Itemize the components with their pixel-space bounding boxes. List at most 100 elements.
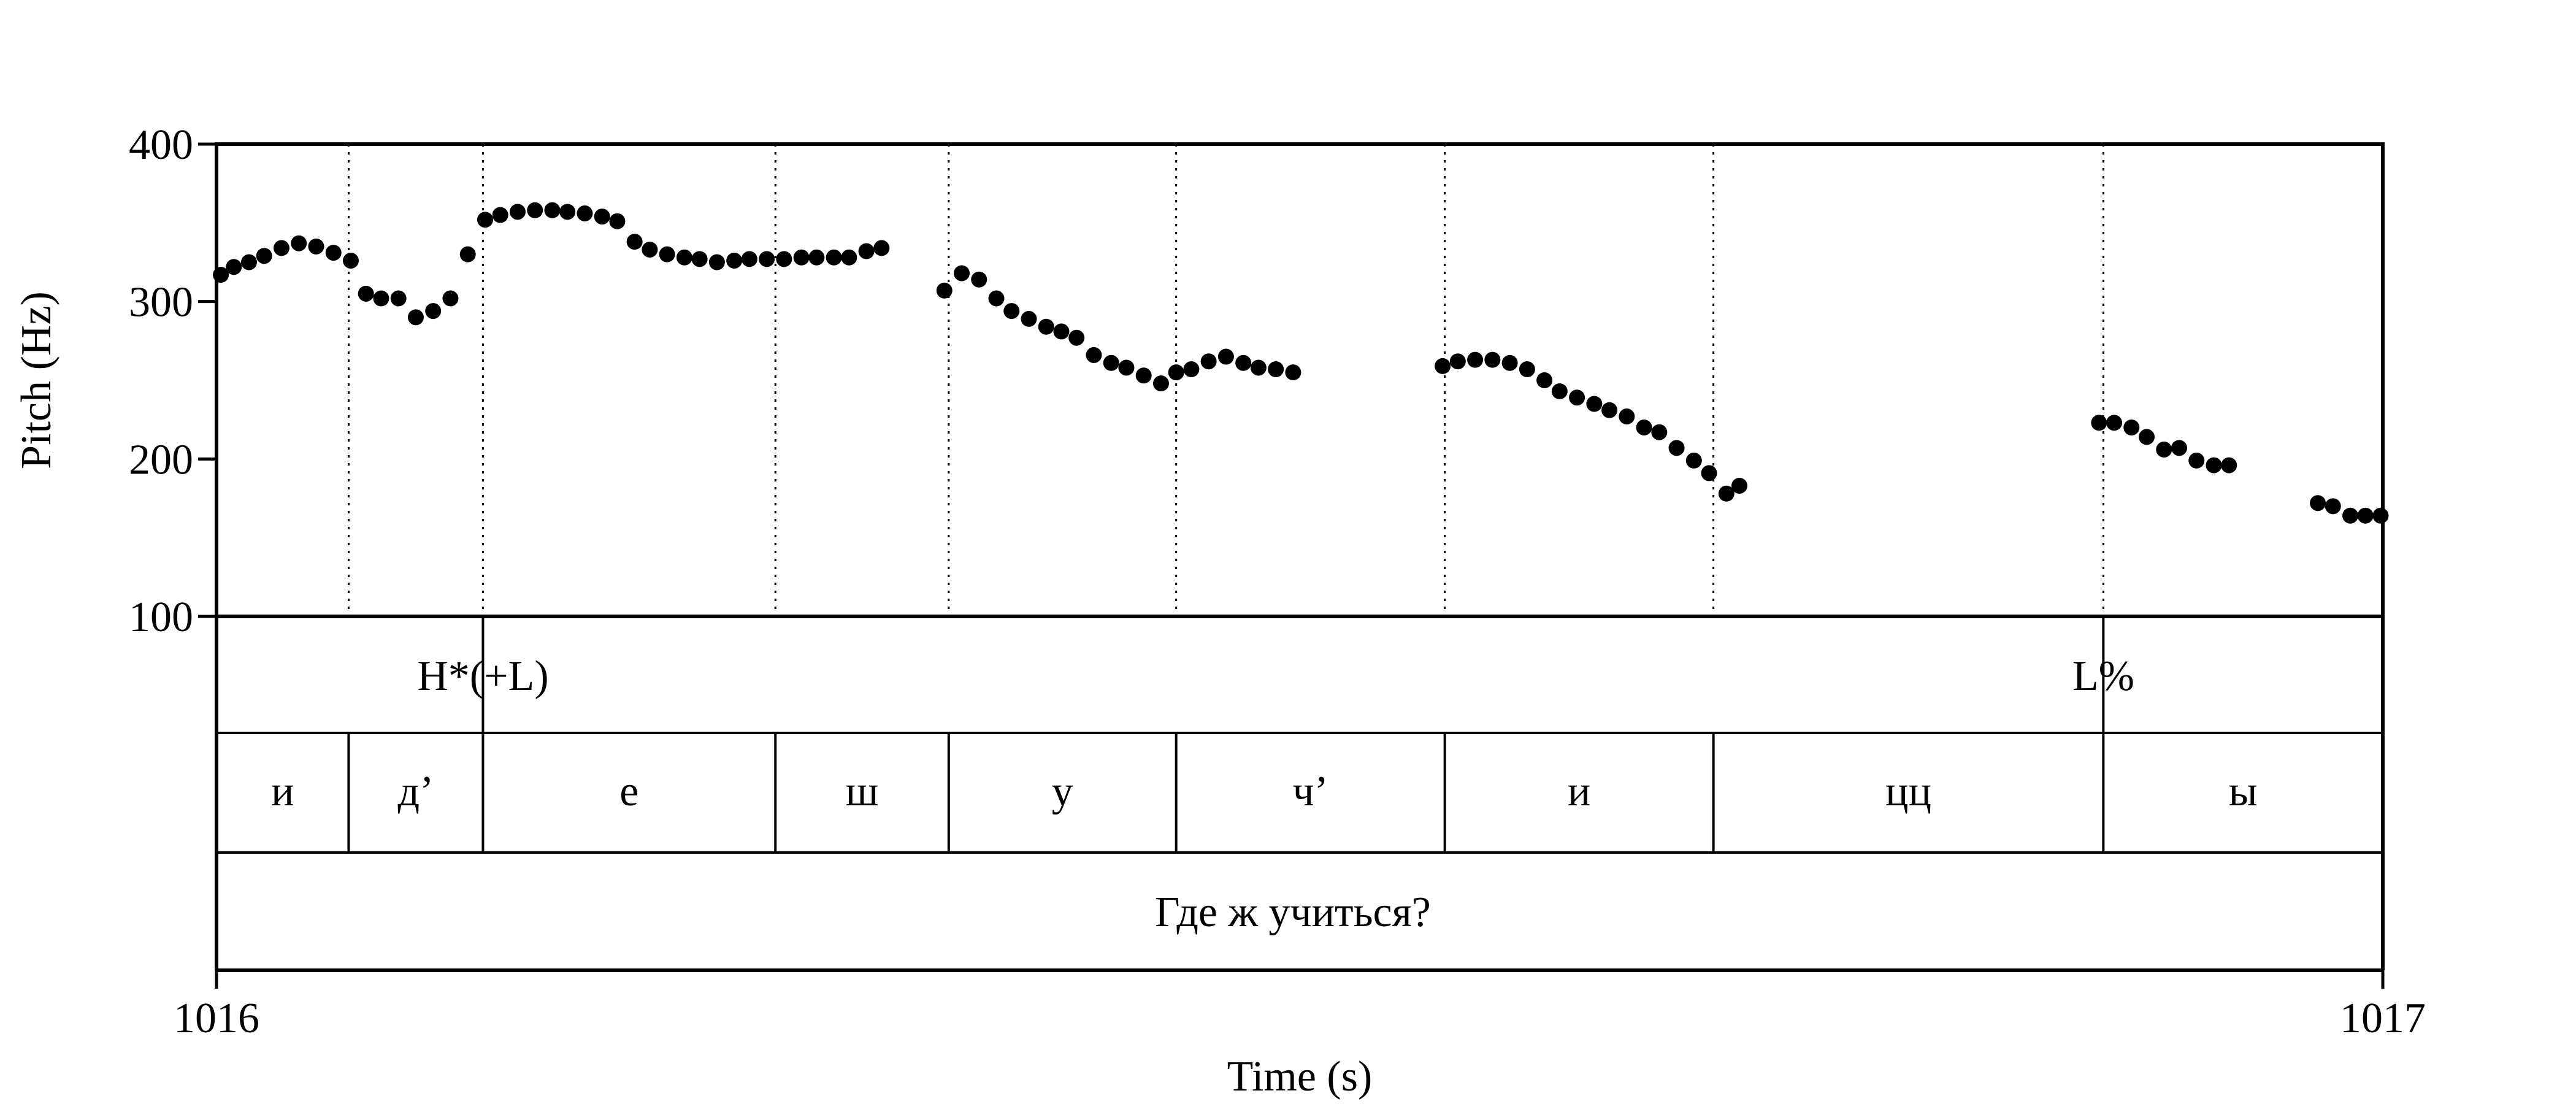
pitch-point xyxy=(1152,375,1169,392)
y-tick-label: 100 xyxy=(129,594,193,641)
pitch-point xyxy=(594,209,610,225)
pitch-point xyxy=(1501,355,1518,371)
pitch-point xyxy=(559,204,576,220)
segment-label: ч’ xyxy=(1292,768,1328,815)
pitch-point xyxy=(273,240,289,256)
tone-label: H*(+L) xyxy=(417,653,548,700)
pitch-point xyxy=(1484,351,1501,368)
pitch-point xyxy=(358,285,374,302)
pitch-point xyxy=(2357,507,2374,524)
pitch-point xyxy=(858,243,875,259)
pitch-point xyxy=(1601,402,1618,418)
pitch-point xyxy=(873,240,890,256)
pitch-point xyxy=(2221,457,2237,473)
pitch-point xyxy=(544,202,561,218)
pitch-point xyxy=(1068,329,1085,346)
pitch-point xyxy=(1536,372,1553,388)
pitch-point xyxy=(808,249,825,266)
pitch-point xyxy=(1003,303,1020,320)
pitch-point xyxy=(1701,465,1717,481)
pitch-point xyxy=(2325,498,2341,515)
pitch-point xyxy=(256,248,272,264)
pitch-point xyxy=(2342,507,2359,524)
pitch-point xyxy=(1235,355,1252,371)
pitch-point xyxy=(1086,347,1102,363)
pitch-point xyxy=(776,251,792,267)
y-tick-label: 400 xyxy=(129,121,193,169)
pitch-point xyxy=(971,271,987,288)
x-tick-label-start: 1016 xyxy=(174,995,259,1042)
phrase-label: Где ж учиться? xyxy=(1155,889,1431,936)
pitch-point xyxy=(1103,355,1119,371)
pitch-point xyxy=(291,235,307,251)
pitch-point xyxy=(1435,358,1451,374)
segment-label: и xyxy=(1568,768,1590,815)
pitch-point xyxy=(1731,477,1747,494)
pitch-point xyxy=(609,213,626,229)
segment-label: и xyxy=(271,768,294,815)
pitch-point xyxy=(1718,485,1735,502)
segment-labels: и д’ е ш у ч’ и цц ы xyxy=(271,768,2258,815)
pitch-point xyxy=(1168,364,1184,381)
pitch-point xyxy=(1021,310,1037,327)
boundary-lines xyxy=(347,144,2105,853)
y-axis-title: Pitch (Hz) xyxy=(13,291,60,469)
pitch-point xyxy=(676,249,692,266)
x-tick-label-end: 1017 xyxy=(2340,995,2426,1042)
pitch-points xyxy=(213,202,2389,524)
pitch-point xyxy=(1467,351,1484,368)
pitch-point xyxy=(1586,396,1603,412)
pitch-point xyxy=(626,234,643,250)
pitch-point xyxy=(1038,318,1054,335)
y-tick-label: 300 xyxy=(129,279,193,326)
pitch-point xyxy=(425,303,442,320)
segment-label: д’ xyxy=(397,768,434,815)
pitch-point xyxy=(741,251,757,267)
tone-label: L% xyxy=(2072,653,2134,700)
pitch-point xyxy=(1285,364,1301,381)
pitch-point xyxy=(1668,440,1685,456)
pitch-point xyxy=(407,309,424,326)
pitch-point xyxy=(325,245,342,261)
pitch-point xyxy=(642,241,658,258)
pitch-point xyxy=(509,204,526,220)
pitch-point xyxy=(459,246,476,263)
pitch-point xyxy=(1551,383,1568,399)
pitch-point xyxy=(342,252,359,269)
pitch-point xyxy=(1519,361,1535,378)
pitch-point xyxy=(2206,457,2222,473)
pitch-point xyxy=(492,207,508,223)
pitch-point xyxy=(1651,424,1668,440)
pitch-point xyxy=(1200,353,1217,370)
segment-label: у xyxy=(1052,768,1073,815)
pitch-point xyxy=(1183,361,1200,378)
pitch-point xyxy=(826,249,842,266)
pitch-point xyxy=(841,249,857,266)
pitch-point xyxy=(2156,441,2172,458)
pitch-point xyxy=(988,290,1005,307)
pitch-point xyxy=(577,205,593,221)
pitch-point xyxy=(2139,429,2155,445)
pitch-point xyxy=(708,254,725,270)
segment-label: цц xyxy=(1885,768,1931,815)
pitch-point xyxy=(390,290,407,307)
pitch-point xyxy=(373,290,389,307)
plot-frame xyxy=(215,142,2385,618)
pitch-point xyxy=(954,265,970,282)
pitch-point xyxy=(1569,389,1585,406)
pitch-point xyxy=(936,282,953,299)
pitch-point xyxy=(793,249,810,266)
pitch-point xyxy=(2091,415,2107,431)
pitch-point xyxy=(2188,452,2205,469)
pitch-point xyxy=(2372,507,2389,524)
pitch-point xyxy=(240,254,257,270)
y-tick-label: 200 xyxy=(129,436,193,483)
pitch-point xyxy=(1619,408,1635,425)
segment-label: ы xyxy=(2229,768,2258,815)
pitch-point xyxy=(1685,452,1702,469)
pitch-point xyxy=(1636,420,1652,435)
pitch-point xyxy=(2123,420,2140,435)
pitch-point xyxy=(659,246,675,263)
pitch-point xyxy=(1217,348,1234,365)
